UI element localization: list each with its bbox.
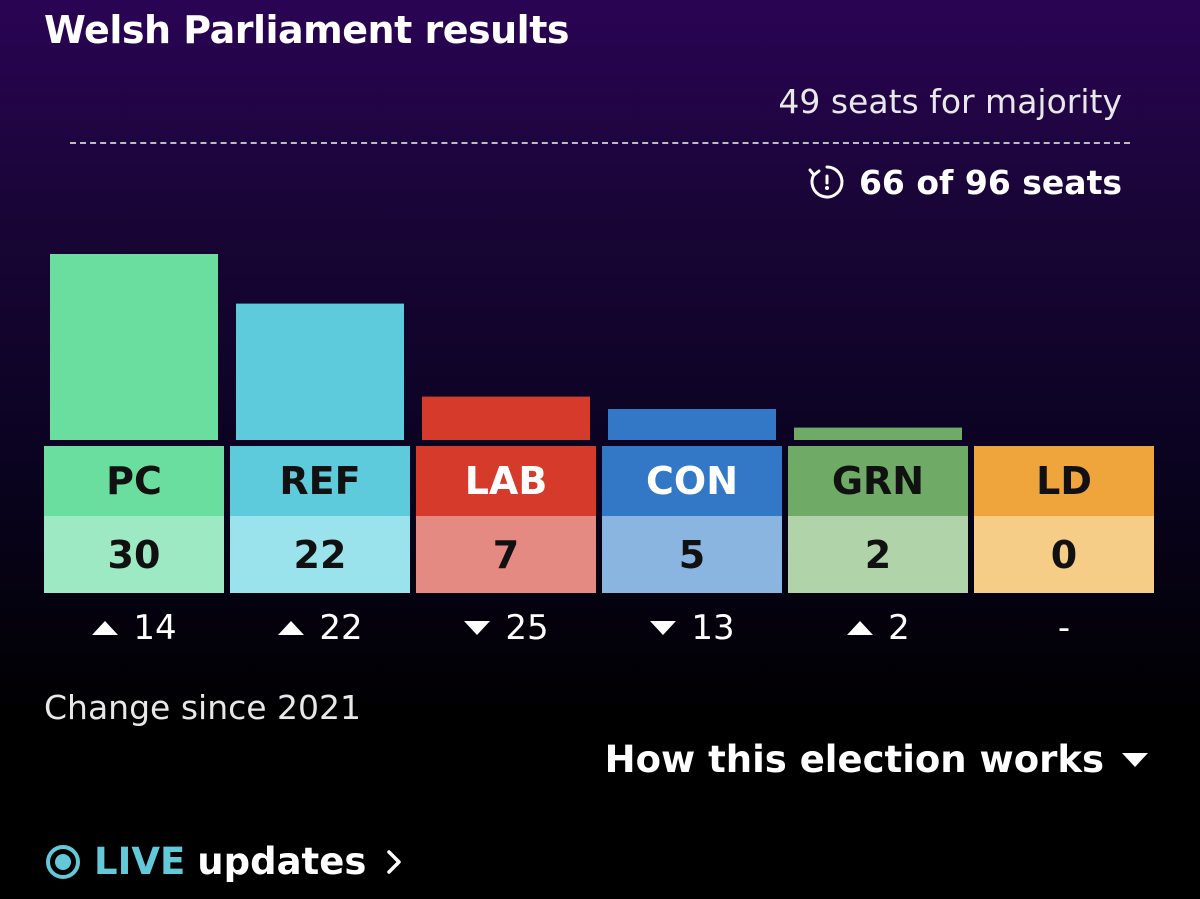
party-column-pc: PC 30 14	[44, 446, 224, 663]
seat-change-value: 13	[691, 608, 735, 648]
party-column-ld: LD 0 -	[974, 446, 1154, 663]
live-label: LIVE	[94, 840, 186, 883]
party-column-lab: LAB 7 25	[416, 446, 596, 663]
bar-lab	[422, 396, 590, 440]
seat-change-value: 25	[505, 608, 549, 648]
seat-change-grn: 2	[788, 593, 968, 663]
chevron-right-icon	[387, 849, 402, 874]
party-column-ref: REF 22 22	[230, 446, 410, 663]
majority-line	[70, 142, 1130, 144]
updates-label: updates	[197, 840, 367, 883]
bar-grn	[794, 427, 962, 440]
seat-change-pc: 14	[44, 593, 224, 663]
triangle-down-icon	[650, 621, 677, 635]
seats-declared: 66 of 96 seats	[858, 162, 1122, 202]
seat-change-ref: 22	[230, 593, 410, 663]
seat-count-con: 5	[602, 516, 782, 593]
majority-text: 49 seats for majority	[778, 82, 1122, 121]
seat-change-lab: 25	[416, 593, 596, 663]
change-caption: Change since 2021	[44, 688, 362, 727]
seat-change-value: 2	[888, 608, 910, 648]
triangle-up-icon	[278, 621, 305, 635]
live-icon	[46, 844, 80, 879]
seat-change-value: 14	[133, 608, 177, 648]
seats-progress: 66 of 96 seats	[807, 162, 1122, 202]
seat-change-value: -	[1057, 608, 1071, 648]
how-election-works-button[interactable]: How this election works	[605, 738, 1150, 781]
party-column-grn: GRN 2 2	[788, 446, 968, 663]
triangle-up-icon	[847, 621, 874, 635]
seat-count-lab: 7	[416, 516, 596, 593]
clock-icon	[808, 165, 844, 199]
party-abbr-con: CON	[602, 446, 782, 516]
seat-change-value: 22	[319, 608, 363, 648]
party-abbr-ref: REF	[230, 446, 410, 516]
seat-change-con: 13	[602, 593, 782, 663]
page-title: Welsh Parliament results	[44, 8, 569, 52]
seat-count-pc: 30	[44, 516, 224, 593]
caret-down-icon	[1122, 752, 1148, 767]
bar-ref	[236, 303, 404, 440]
seat-count-grn: 2	[788, 516, 968, 593]
bar-con	[608, 409, 776, 440]
party-columns: PC 30 14 REF 22 22 LAB 7 25 CON 5 13 GRN 2 2 LD 0-	[44, 446, 1154, 663]
party-column-con: CON 5 13	[602, 446, 782, 663]
party-abbr-pc: PC	[44, 446, 224, 516]
party-abbr-ld: LD	[974, 446, 1154, 516]
party-abbr-lab: LAB	[416, 446, 596, 516]
triangle-up-icon	[92, 621, 119, 635]
triangle-down-icon	[464, 621, 491, 635]
how-election-works-label: How this election works	[604, 738, 1104, 781]
party-abbr-grn: GRN	[788, 446, 968, 516]
seat-count-ld: 0	[974, 516, 1154, 593]
seat-count-ref: 22	[230, 516, 410, 593]
bar-pc	[50, 254, 218, 440]
seat-change-ld: -	[974, 593, 1154, 663]
live-updates-link[interactable]: LIVE updates	[44, 840, 404, 883]
